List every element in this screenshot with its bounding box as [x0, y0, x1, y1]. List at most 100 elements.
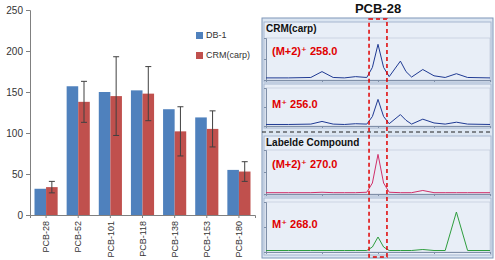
error-bar-cap	[242, 161, 248, 162]
panel-title: (M+2)⁺ 270.0	[272, 158, 337, 170]
panel-background	[262, 18, 493, 258]
error-bar	[145, 67, 151, 121]
y-tick-label: 150	[6, 87, 23, 98]
y-axis-line	[26, 11, 31, 216]
x-tick	[378, 194, 379, 196]
error-bar-stem	[84, 81, 85, 122]
error-bar-stem	[244, 162, 245, 182]
error-bar	[49, 181, 55, 192]
x-axis-line	[267, 81, 491, 83]
y-tick: 200	[6, 46, 30, 57]
x-tick-mark	[206, 215, 207, 218]
x-axis-line	[267, 253, 491, 255]
error-bar-cap	[242, 181, 248, 182]
y-tick-mark	[264, 126, 266, 127]
y-tick-mark	[26, 92, 30, 93]
y-axis-line	[264, 203, 267, 253]
panel-title: M⁺ 256.0	[272, 98, 318, 110]
trace	[266, 44, 490, 78]
x-tick-mark	[378, 252, 379, 254]
bar	[227, 170, 239, 215]
x-tick-mark	[378, 194, 379, 196]
bar	[35, 189, 47, 215]
y-tick	[264, 38, 266, 39]
y-tick-label: 250	[6, 5, 23, 16]
x-tick-mark	[46, 215, 47, 218]
x-tick-mark	[490, 194, 491, 196]
error-bar-stem	[212, 111, 213, 147]
legend-swatch	[196, 32, 203, 39]
error-bar	[210, 111, 216, 147]
error-bar-cap	[81, 81, 87, 82]
error-bar-stem	[116, 57, 117, 136]
group-separator	[262, 131, 493, 132]
panel-frame	[264, 136, 491, 196]
trace	[266, 212, 490, 251]
y-tick-mark	[26, 215, 30, 216]
error-bar-cap	[210, 110, 216, 111]
x-tick-label: PCB-101	[106, 221, 116, 258]
y-tick: 250	[6, 5, 30, 16]
y-tick	[264, 59, 266, 60]
x-tick-label: PCB-52	[73, 221, 83, 253]
bar	[163, 109, 175, 215]
y-axis-line	[264, 151, 267, 195]
y-tick-label: 0	[17, 210, 23, 221]
bar	[195, 117, 207, 215]
plot-area	[266, 154, 490, 192]
y-tick-label: 50	[12, 169, 24, 180]
x-tick	[434, 126, 435, 128]
y-tick-mark	[264, 150, 266, 151]
x-tick-mark	[434, 194, 435, 196]
x-tick	[322, 252, 323, 254]
x-tick-label: PCB-153	[202, 221, 212, 258]
x-tick-mark	[322, 194, 323, 196]
y-tick	[264, 107, 266, 108]
x-tick	[322, 126, 323, 128]
x-tick-mark	[174, 215, 175, 218]
y-tick-mark	[264, 80, 266, 81]
error-bar-cap	[177, 155, 183, 156]
x-tick	[490, 80, 491, 82]
chromatogram-figure: (M+2)⁺ 258.0PCB-28CRM(carp) M⁺ 256.0 (M+2)…	[262, 1, 493, 258]
chromatogram-panel: (M+2)⁺ 258.0PCB-28CRM(carp)	[264, 1, 491, 82]
x-axis	[267, 194, 491, 196]
x-tick-label: PCB-118	[138, 221, 148, 257]
legend-label: DB-1	[206, 30, 227, 40]
error-bar	[113, 57, 119, 136]
y-tick: 150	[6, 87, 30, 98]
y-tick	[264, 150, 266, 151]
group-label: Labelde Compound	[266, 137, 359, 148]
y-tick-mark	[26, 10, 30, 11]
x-tick: PCB-118	[138, 215, 148, 257]
x-tick	[378, 80, 379, 82]
x-tick	[322, 80, 323, 82]
x-tick-mark	[434, 80, 435, 82]
x-tick-mark	[238, 215, 239, 218]
group-label: CRM(carp)	[266, 23, 317, 34]
bar	[131, 90, 143, 215]
bar	[67, 86, 79, 215]
error-bar-cap	[81, 122, 87, 123]
error-bar-cap	[49, 192, 55, 193]
y-tick	[264, 126, 266, 127]
y-tick: 100	[6, 128, 30, 139]
x-tick	[490, 126, 491, 128]
panel-title: (M+2)⁺ 258.0	[272, 45, 337, 57]
plot-frame	[266, 38, 490, 80]
legend-item: DB-1	[196, 30, 227, 40]
x-tick-mark	[322, 80, 323, 82]
y-tick	[264, 88, 266, 89]
y-axis	[264, 39, 267, 81]
x-tick-mark	[434, 252, 435, 254]
x-tick-mark	[110, 215, 111, 218]
panel-frame	[264, 198, 491, 255]
y-tick-mark	[26, 174, 30, 175]
y-tick-mark	[264, 59, 266, 60]
x-tick-label: PCB-28	[41, 221, 51, 253]
plot-area	[35, 57, 251, 215]
peak-highlight	[369, 19, 387, 257]
chromatogram-panel: M⁺ 268.0	[264, 198, 491, 255]
y-tick-label: 100	[6, 128, 23, 139]
x-tick	[434, 80, 435, 82]
